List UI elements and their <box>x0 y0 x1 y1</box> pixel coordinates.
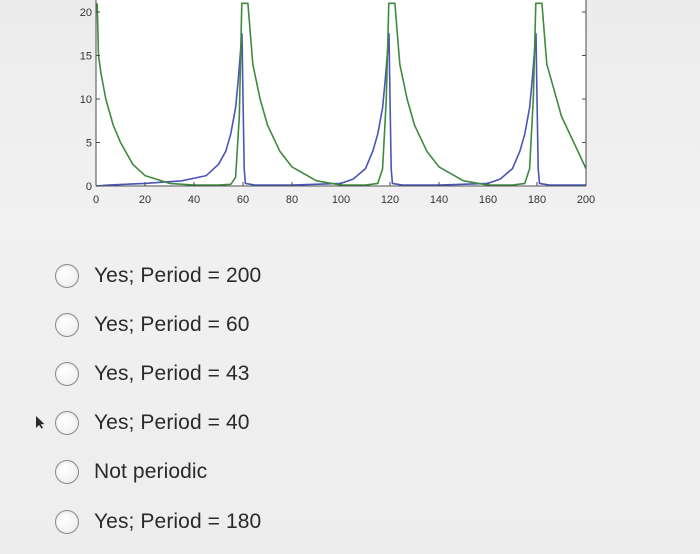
option-not-periodic[interactable]: Not periodic <box>55 454 207 490</box>
y-tick-label: 10 <box>80 94 92 106</box>
x-tick-label: 60 <box>237 194 249 206</box>
option-period-180[interactable]: Yes; Period = 180 <box>55 504 261 540</box>
y-tick-label: 20 <box>80 7 92 19</box>
y-tick-label: 0 <box>86 181 92 193</box>
y-tick-label: 5 <box>86 138 92 150</box>
option-label: Yes, Period = 43 <box>94 362 250 385</box>
radio-button[interactable] <box>55 460 79 484</box>
option-period-40[interactable]: Yes; Period = 40 <box>55 405 250 441</box>
x-tick-label: 20 <box>139 194 151 206</box>
plot-background <box>96 0 586 187</box>
radio-button[interactable] <box>55 313 79 337</box>
series-line-2 <box>96 2 586 186</box>
radio-button[interactable] <box>55 264 79 288</box>
option-label: Yes; Period = 180 <box>94 510 262 533</box>
radio-button[interactable] <box>55 411 79 435</box>
option-label: Yes; Period = 60 <box>94 313 250 336</box>
radio-button[interactable] <box>55 510 79 534</box>
x-tick-label: 140 <box>430 194 448 206</box>
x-tick-label: 200 <box>577 194 595 206</box>
option-label: Yes; Period = 40 <box>94 411 250 434</box>
mouse-pointer-icon <box>36 416 45 429</box>
x-tick-label: 40 <box>188 194 200 206</box>
y-tick-label: 15 <box>80 51 92 63</box>
x-tick-label: 100 <box>332 194 350 206</box>
periodic-chart: 0 20 40 60 80 100 120 140 160 180 200 0 5 10 15 20 <box>80 0 595 206</box>
option-period-200[interactable]: Yes; Period = 200 <box>55 258 261 294</box>
series-line-1 <box>96 33 586 187</box>
x-tick-label: 0 <box>93 194 99 206</box>
chart-area: 0 20 40 60 80 100 120 140 160 180 200 0 5 10 15 20 <box>0 0 700 215</box>
option-label: Yes; Period = 200 <box>94 264 262 287</box>
x-tick-label: 180 <box>528 194 546 206</box>
option-label: Not periodic <box>94 460 208 483</box>
option-period-43[interactable]: Yes, Period = 43 <box>55 356 250 392</box>
option-period-60[interactable]: Yes; Period = 60 <box>55 307 250 343</box>
x-tick-label: 80 <box>286 194 298 206</box>
x-tick-label: 120 <box>381 194 399 206</box>
x-tick-label: 160 <box>479 194 497 206</box>
radio-button[interactable] <box>55 362 79 386</box>
